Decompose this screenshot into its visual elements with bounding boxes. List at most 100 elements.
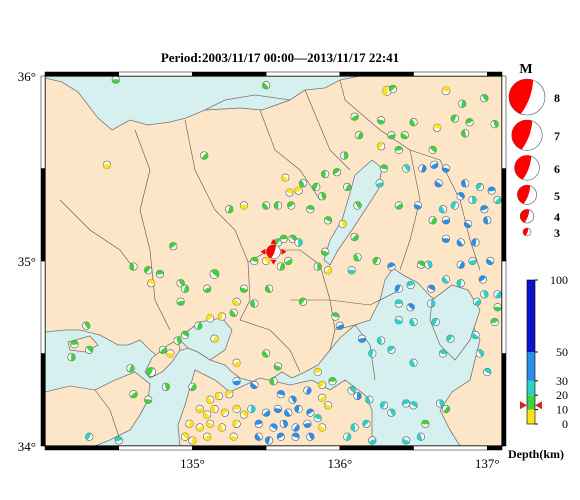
event-beachball xyxy=(269,423,278,432)
event-beachball xyxy=(126,364,135,373)
event-beachball xyxy=(475,349,484,358)
event-beachball xyxy=(82,321,91,330)
highlight-marker xyxy=(281,248,287,255)
event-beachball xyxy=(461,179,470,188)
event-beachball xyxy=(441,404,451,414)
event-beachball xyxy=(377,116,386,125)
event-beachball xyxy=(294,238,303,247)
event-beachball xyxy=(284,256,293,266)
event-beachball xyxy=(281,173,290,182)
event-beachball xyxy=(239,410,249,419)
event-beachball xyxy=(438,205,448,214)
event-beachball xyxy=(486,256,495,266)
event-beachball xyxy=(147,279,156,288)
event-beachball xyxy=(262,349,271,358)
event-beachball xyxy=(493,303,502,312)
frame-tick xyxy=(265,445,341,451)
event-beachball xyxy=(144,395,153,404)
event-beachball xyxy=(493,290,502,299)
event-beachball xyxy=(276,432,285,441)
event-beachball xyxy=(377,142,386,151)
highlight-event[interactable] xyxy=(260,238,287,265)
depth-tick-label: 100 xyxy=(550,273,568,287)
event-beachball xyxy=(402,399,411,408)
magnitude-legend-symbol xyxy=(511,119,543,151)
event-beachball xyxy=(430,160,439,169)
magnitude-legend-symbol xyxy=(519,209,535,224)
frame-tick xyxy=(487,71,503,77)
highlight-event-beachball xyxy=(266,244,281,260)
lon-tick-label: 135° xyxy=(180,456,205,471)
event-beachball xyxy=(487,186,496,195)
event-beachball xyxy=(273,404,283,414)
event-beachball xyxy=(262,256,271,266)
depth-scale-label: Depth(km) xyxy=(508,447,564,461)
event-beachball xyxy=(463,219,473,229)
event-beachball xyxy=(225,205,234,214)
event-beachball xyxy=(262,408,271,417)
event-beachball xyxy=(194,321,203,330)
prefecture-borders xyxy=(59,79,481,441)
event-beachball xyxy=(365,395,374,404)
event-beachball xyxy=(173,336,182,345)
event-beachball xyxy=(450,201,459,210)
event-beachball xyxy=(155,269,165,279)
event-beachball xyxy=(416,432,426,441)
event-beachball xyxy=(433,123,442,132)
event-beachball xyxy=(409,358,418,367)
frame-tick xyxy=(413,445,488,451)
event-beachball xyxy=(85,432,94,441)
event-beachball xyxy=(438,349,448,358)
event-beachball xyxy=(388,84,398,94)
frame-tick xyxy=(192,445,267,451)
event-beachball xyxy=(416,260,426,269)
event-beachball xyxy=(490,119,499,129)
event-beachball xyxy=(368,349,377,358)
event-beachball xyxy=(185,419,194,428)
depth-band xyxy=(527,352,535,381)
event-beachball xyxy=(250,299,259,308)
event-beachball xyxy=(220,408,229,417)
event-beachball xyxy=(409,401,418,410)
event-beachball xyxy=(276,390,285,399)
event-beachball xyxy=(406,280,415,290)
event-beachball xyxy=(129,390,138,399)
lat-tick-label: 34° xyxy=(18,439,36,454)
event-beachball xyxy=(166,349,175,358)
event-beachball xyxy=(424,260,433,269)
event-beachball xyxy=(320,169,330,179)
event-beachball xyxy=(343,432,352,441)
event-beachball xyxy=(318,192,327,201)
event-beachball xyxy=(331,312,340,321)
event-beachball xyxy=(288,395,297,404)
event-beachball xyxy=(303,419,312,428)
event-beachball xyxy=(458,99,467,108)
depth-marker xyxy=(520,401,527,410)
event-beachball xyxy=(446,334,455,343)
event-beachball xyxy=(387,262,396,271)
event-beachball xyxy=(435,399,445,408)
event-beachball xyxy=(232,297,241,306)
axis-labels: 135° 136° 137° 36° 35° 34° xyxy=(18,69,500,471)
event-beachball xyxy=(114,436,123,445)
event-beachball xyxy=(468,256,477,266)
frame-tick xyxy=(40,168,46,262)
magnitude-legend: M 8 7 6 5 4 3 xyxy=(508,62,560,240)
event-beachball xyxy=(441,86,451,96)
event-beachball xyxy=(421,419,430,428)
event-beachball xyxy=(428,216,437,225)
event-beachball xyxy=(206,395,215,404)
frame-tick xyxy=(192,71,267,77)
event-beachball xyxy=(318,423,327,432)
event-beachball xyxy=(250,256,259,266)
event-beachball xyxy=(180,330,190,340)
event-beachball xyxy=(456,260,465,269)
highlight-marker xyxy=(270,238,277,244)
event-beachball xyxy=(483,367,492,377)
event-beachball xyxy=(394,201,403,210)
map-area[interactable] xyxy=(45,76,502,446)
depth-band xyxy=(527,395,535,410)
frame-tick xyxy=(118,71,193,77)
